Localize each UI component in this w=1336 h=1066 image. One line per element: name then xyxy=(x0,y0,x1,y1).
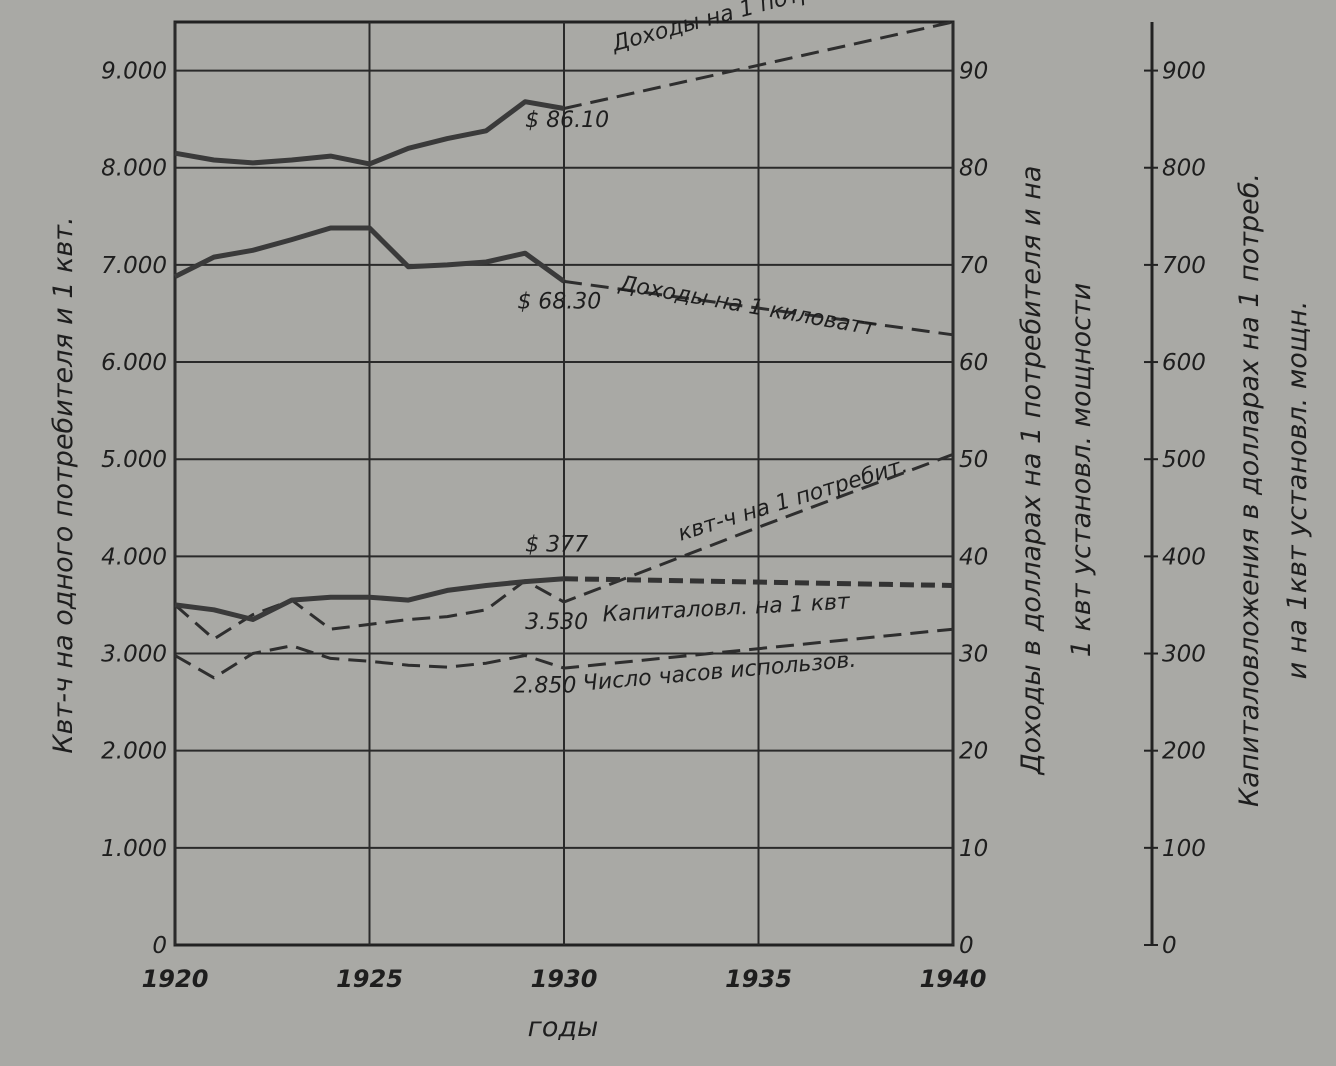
left-y-tick-label: 0 xyxy=(152,933,167,959)
right-y-tick-label: 800 xyxy=(1162,156,1206,182)
left-y-tick-label: 4.000 xyxy=(101,544,167,570)
x-tick-label: 1930 xyxy=(531,965,598,993)
annotation-label: $ 68.30 xyxy=(517,290,601,315)
mid-y-tick-label: 60 xyxy=(959,350,988,376)
mid-y-axis-title: 1 квт установл. мощности xyxy=(1066,283,1097,658)
left-y-tick-label: 9.000 xyxy=(101,59,167,85)
annotation-label: Доходы на 1 потр. xyxy=(609,0,823,57)
gridlines xyxy=(174,22,954,945)
axes xyxy=(1144,22,1158,946)
mid-y-tick-label: 30 xyxy=(959,642,988,668)
series-line xyxy=(174,576,565,622)
series-lines xyxy=(173,20,954,680)
mid-y-tick-label: 40 xyxy=(959,544,988,570)
mid-y-tick-label: 0 xyxy=(959,933,974,959)
mid-y-tick-label: 70 xyxy=(959,253,988,279)
annotation-label: 2.850 xyxy=(513,673,576,698)
x-tick-label: 1935 xyxy=(725,965,792,993)
right-y-tick-label: 0 xyxy=(1162,933,1177,959)
x-tick-label: 1925 xyxy=(336,965,403,993)
left-y-tick-label: 3.000 xyxy=(101,642,167,668)
series-line xyxy=(563,576,954,588)
annotation-label: Капиталовл. на 1 квт xyxy=(602,589,852,627)
right-y-tick-label: 700 xyxy=(1162,253,1206,279)
mid-y-tick-label: 20 xyxy=(959,739,988,765)
right-y-tick-label: 300 xyxy=(1162,642,1206,668)
series-line xyxy=(174,627,954,680)
mid-y-tick-label: 10 xyxy=(959,836,988,862)
left-y-tick-label: 6.000 xyxy=(101,350,167,376)
right-y-tick-label: 900 xyxy=(1162,59,1206,85)
right-y-tick-label: 100 xyxy=(1162,836,1206,862)
annotation-label: $ 377 xyxy=(525,533,588,558)
x-axis-title: годы xyxy=(528,1012,599,1043)
right-y-tick-label: 600 xyxy=(1162,350,1206,376)
annotation-label: Доходы на 1 киловатт xyxy=(616,271,878,341)
annotation-label: $ 86.10 xyxy=(525,108,609,133)
annotations: Доходы на 1 потр. $ 86.10 Доходы на 1 кило… xyxy=(513,0,910,698)
right-y-tick-label: 500 xyxy=(1162,447,1206,473)
x-tick-label: 1940 xyxy=(920,965,987,993)
annotation-label: 3.530 xyxy=(525,610,588,635)
right-y-tick-label: 200 xyxy=(1162,739,1206,765)
tick-labels: 1920 1925 1930 1935 1940 0 1.000 2.000 3.000 4.00… xyxy=(101,59,1206,993)
series-line xyxy=(563,20,954,110)
left-y-axis-title: Квт-ч на одного потребителя и 1 квт. xyxy=(48,216,79,753)
left-y-tick-label: 2.000 xyxy=(101,739,167,765)
mid-y-tick-label: 80 xyxy=(959,156,988,182)
series-line xyxy=(173,225,566,284)
left-y-tick-label: 7.000 xyxy=(101,253,167,279)
axis-titles: годы Квт-ч на одного потребителя и 1 квт.… xyxy=(48,166,1313,1043)
annotation-label: Число часов использов. xyxy=(582,648,858,697)
left-y-tick-label: 1.000 xyxy=(101,836,167,862)
series-line xyxy=(174,99,565,167)
mid-y-axis-title: Доходы в долларах на 1 потребителя и на xyxy=(1016,166,1047,776)
right-y-axis-title: Капиталовложения в долларах на 1 потреб. xyxy=(1234,173,1265,807)
x-tick-label: 1920 xyxy=(142,965,209,993)
mid-y-tick-label: 90 xyxy=(959,59,988,85)
mid-y-tick-label: 50 xyxy=(959,447,988,473)
series-line xyxy=(174,452,954,641)
annotation-label: квт-ч на 1 потребит. xyxy=(675,453,911,547)
left-y-tick-label: 8.000 xyxy=(101,156,167,182)
right-y-tick-label: 400 xyxy=(1162,544,1206,570)
right-y-axis-title: и на 1квт установл. мощн. xyxy=(1282,301,1313,680)
left-y-tick-label: 5.000 xyxy=(101,447,167,473)
series-line xyxy=(563,279,954,337)
